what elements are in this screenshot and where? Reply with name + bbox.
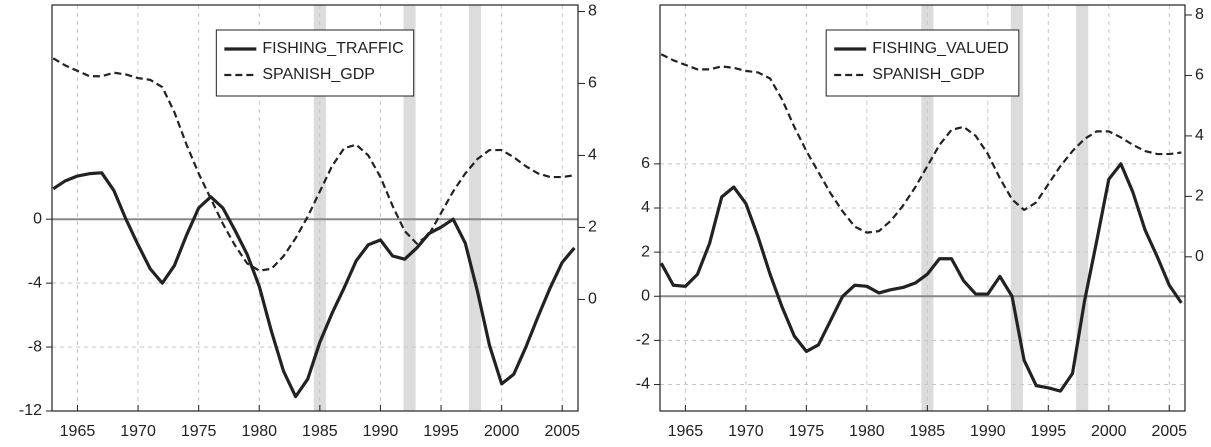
y2-tick-label: 2 <box>588 219 597 236</box>
plot-frame <box>51 4 579 412</box>
y2-tick-label: 6 <box>588 75 597 92</box>
y2-tick-label: 6 <box>1195 67 1204 84</box>
x-tick-label: 1985 <box>302 423 338 440</box>
y-tick-label: -4 <box>28 274 42 291</box>
x-tick-label: 1975 <box>181 423 217 440</box>
y-tick-label: -4 <box>636 376 650 393</box>
x-tick-label: 2000 <box>1091 423 1127 440</box>
y-tick-label: 4 <box>641 199 650 216</box>
series-line <box>52 171 576 399</box>
y-tick-label: -8 <box>28 338 42 355</box>
y-tick-label: -2 <box>636 332 650 349</box>
x-tick-label: 1980 <box>849 423 885 440</box>
x-tick-label: 1975 <box>789 423 825 440</box>
series-line <box>52 57 575 272</box>
y-tick-label: 6 <box>641 155 650 172</box>
y-tick-label: 0 <box>641 287 650 304</box>
x-tick-label: 1990 <box>970 423 1006 440</box>
x-tick-label: 2000 <box>484 423 520 440</box>
x-tick-label: 1965 <box>60 423 96 440</box>
y2-tick-label: 8 <box>588 3 597 20</box>
legend-label: FISHING_VALUED <box>872 40 1009 57</box>
x-tick-label: 1980 <box>241 423 277 440</box>
x-tick-label: 1995 <box>423 423 459 440</box>
x-tick-label: 1970 <box>728 423 764 440</box>
x-tick-label: 1995 <box>1031 423 1067 440</box>
panel: 1965 1970 1975 1980 1985 1990 1995 2000 2005 -12 -… <box>19 3 597 441</box>
y-tick-label: 2 <box>641 243 650 260</box>
y2-tick-label: 0 <box>1195 248 1204 265</box>
x-tick-label: 1985 <box>910 423 946 440</box>
legend-label: FISHING_TRAFFIC <box>262 40 403 57</box>
y2-tick-label: 2 <box>1195 188 1204 205</box>
x-tick-label: 1970 <box>120 423 156 440</box>
y2-tick-label: 0 <box>588 291 597 308</box>
shaded-band <box>403 5 416 411</box>
plot-area <box>52 5 578 411</box>
x-tick-label: 1990 <box>363 423 399 440</box>
x-tick-label: 1965 <box>668 423 704 440</box>
y-tick-label: -12 <box>19 402 42 419</box>
x-tick-label: 2005 <box>1151 423 1187 440</box>
series-line <box>660 53 1182 234</box>
y-tick-label: 0 <box>33 210 42 227</box>
y2-tick-label: 4 <box>588 147 597 164</box>
legend-label: SPANISH_GDP <box>872 66 985 83</box>
series-line <box>660 162 1183 393</box>
x-tick-label: 2005 <box>544 423 580 440</box>
legend-box <box>825 29 1020 97</box>
shaded-band <box>468 5 482 411</box>
y2-tick-label: 8 <box>1195 6 1204 23</box>
y2-tick-label: 4 <box>1195 127 1204 144</box>
legend-box <box>215 29 415 97</box>
panel: 1965 1970 1975 1980 1985 1990 1995 2000 2005 -4 -2… <box>636 4 1204 440</box>
plot-frame <box>659 4 1186 412</box>
legend-label: SPANISH_GDP <box>262 66 375 83</box>
shaded-band <box>1076 5 1089 411</box>
